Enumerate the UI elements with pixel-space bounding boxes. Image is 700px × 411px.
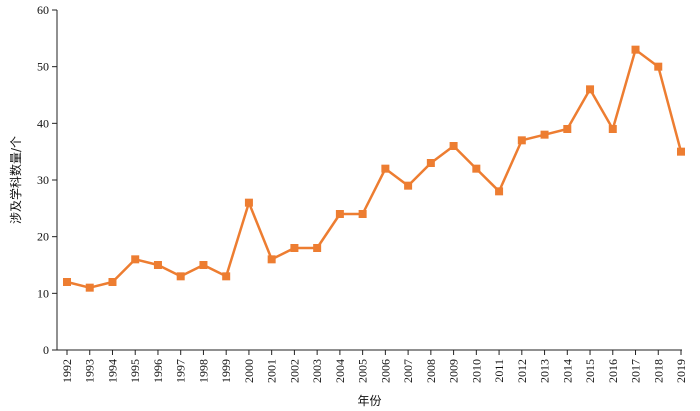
- data-point-marker: [608, 125, 617, 133]
- series-line: [66, 48, 683, 289]
- y-tick-label: 10: [37, 286, 49, 300]
- data-point-marker: [495, 187, 504, 196]
- x-tick-label: 2007: [401, 359, 415, 383]
- x-tick-label: 1994: [105, 359, 119, 383]
- data-point-marker: [244, 198, 253, 207]
- x-tick-label: 2001: [265, 359, 279, 383]
- data-point-marker: [426, 159, 435, 167]
- data-point-marker: [85, 283, 94, 292]
- data-point-marker: [449, 142, 458, 150]
- data-point-marker: [131, 255, 140, 264]
- x-tick-label: 2017: [629, 359, 643, 383]
- x-tick-label: 1996: [151, 359, 165, 383]
- x-tick-label: 1998: [196, 359, 210, 383]
- y-tick-label: 50: [37, 60, 49, 74]
- x-tick-label: 2018: [651, 359, 665, 383]
- data-point-marker: [290, 244, 299, 252]
- data-point-marker: [176, 272, 185, 281]
- data-point-marker: [677, 147, 685, 156]
- x-axis-title: 年份: [357, 394, 381, 408]
- data-point-marker: [586, 85, 595, 94]
- x-tick-label: 2015: [583, 359, 597, 383]
- y-tick-label: 20: [37, 230, 49, 244]
- data-point-marker: [335, 210, 344, 218]
- data-point-marker: [472, 164, 481, 173]
- x-tick-label: 2012: [515, 359, 529, 383]
- data-point-marker: [631, 45, 640, 54]
- x-tick-label: 2003: [310, 359, 324, 383]
- y-tick-label: 30: [37, 173, 49, 187]
- x-tick-label: 2014: [560, 359, 574, 383]
- x-tick-label: 1997: [174, 359, 188, 383]
- x-tick-label: 2010: [469, 359, 483, 383]
- data-point-marker: [540, 130, 549, 139]
- x-tick-label: 2006: [378, 359, 392, 383]
- data-point-marker: [267, 255, 276, 264]
- data-point-marker: [199, 261, 208, 269]
- x-tick-label: 2016: [606, 359, 620, 383]
- data-point-marker: [381, 164, 390, 173]
- data-point-marker: [517, 136, 526, 145]
- y-tick-label: 40: [37, 116, 49, 130]
- x-tick-label: 2004: [333, 359, 347, 383]
- y-tick-label: 0: [43, 343, 49, 357]
- x-tick-label: 2011: [492, 359, 506, 383]
- data-point-marker: [404, 181, 413, 190]
- x-tick-label: 1999: [219, 359, 233, 383]
- x-tick-label: 1993: [83, 359, 97, 383]
- series: [63, 45, 685, 292]
- x-tick-label: 2009: [447, 359, 461, 383]
- x-tick-label: 2013: [538, 359, 552, 383]
- data-point-marker: [222, 272, 231, 281]
- y-tick-label: 60: [37, 3, 49, 17]
- y-axis: 0 10 20 30 40 50 60: [37, 3, 58, 357]
- x-tick-label: 2019: [674, 359, 688, 383]
- data-point-marker: [654, 62, 663, 71]
- x-tick-label: 1992: [60, 359, 74, 383]
- data-point-marker: [63, 278, 71, 286]
- x-tick-label: 2000: [242, 359, 256, 383]
- data-point-marker: [153, 261, 162, 269]
- x-tick-label: 2008: [424, 359, 438, 383]
- x-axis: 1992 1993 1994 1995 1996 1997 1998 1999 2000 2001…: [57, 349, 688, 383]
- data-point-marker: [563, 125, 572, 133]
- y-axis-title: 涉及学科数量/个: [8, 136, 23, 224]
- data-point-marker: [313, 244, 322, 252]
- data-point-marker: [108, 278, 117, 286]
- x-tick-label: 1995: [128, 359, 142, 383]
- x-tick-label: 2005: [356, 359, 370, 383]
- data-point-marker: [358, 210, 367, 218]
- x-tick-label: 2002: [287, 359, 301, 383]
